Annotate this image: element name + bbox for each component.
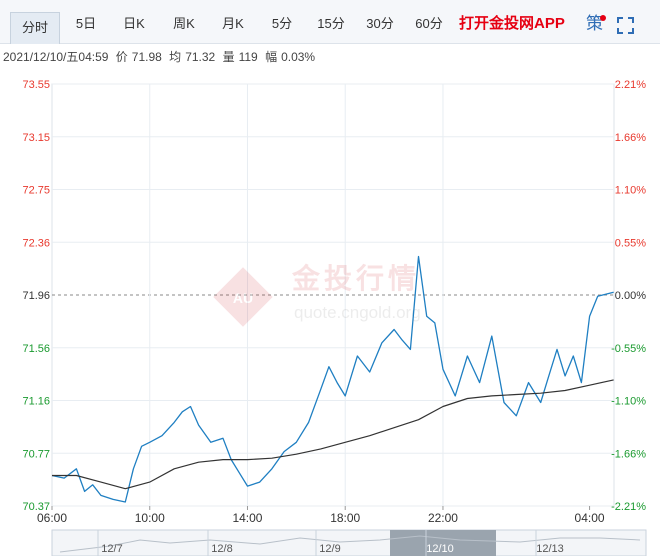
watermark-logo-text: AU <box>233 290 253 306</box>
y-tick-label: 73.15 <box>22 132 50 144</box>
quote-datetime: 2021/12/10/五04:59 <box>3 50 109 64</box>
x-tick-label: 18:00 <box>330 511 360 525</box>
price-series-line <box>51 255 614 503</box>
strategy-button[interactable]: 策 <box>586 14 603 33</box>
period-tab-bar: 分时 5日 日K 周K 月K 5分 15分 30分 60分 打开金投网APP 策 <box>0 0 660 44</box>
x-tick-label: 14:00 <box>232 511 262 525</box>
tab-daily-k[interactable]: 日K <box>123 16 145 31</box>
navigator-date-label: 12/10 <box>426 543 454 555</box>
change-value: 0.03% <box>281 50 316 64</box>
x-tick-label: 22:00 <box>428 511 458 525</box>
quote-info-bar: 2021/12/10/五04:59 价 71.98 均 71.32 量 119 幅 0.… <box>0 46 660 68</box>
y-tick-label: 71.56 <box>22 343 50 355</box>
y-percent-tick-label: 2.21% <box>615 79 646 91</box>
y-tick-label: 72.36 <box>22 237 50 249</box>
fullscreen-icon[interactable] <box>617 17 634 34</box>
y-tick-label: 73.55 <box>22 79 50 91</box>
price-value: 71.98 <box>131 50 162 64</box>
watermark-name: 金投行情 <box>291 262 420 295</box>
tab-60-min[interactable]: 60分 <box>415 16 443 31</box>
navigator-preview-line <box>59 535 641 553</box>
y-percent-tick-label: 0.55% <box>615 237 646 249</box>
x-tick-label: 10:00 <box>135 511 165 525</box>
navigator-date-label: 12/9 <box>319 543 340 555</box>
volume-value: 119 <box>238 50 258 64</box>
price-label: 价 <box>115 50 128 64</box>
time-navigator <box>51 529 647 556</box>
intraday-chart[interactable]: 73.55 2.21% 73.15 1.66% 72.75 1.10% 72.36 0.55%… <box>0 70 660 556</box>
y-percent-tick-label: -0.55% <box>611 343 646 355</box>
average-value: 71.32 <box>185 50 216 64</box>
y-percent-tick-label: -1.66% <box>611 448 646 460</box>
change-label: 幅 <box>265 50 278 64</box>
y-percent-tick-label: 0.00% <box>615 290 646 302</box>
y-percent-tick-label: -2.21% <box>611 501 646 513</box>
tab-weekly-k[interactable]: 周K <box>173 16 195 31</box>
watermark: AU 金投行情 quote.cngold.org <box>213 262 421 327</box>
y-tick-label: 70.77 <box>22 448 50 460</box>
navigator-date-label: 12/13 <box>536 543 564 555</box>
open-app-link[interactable]: 打开金投网APP <box>459 15 565 32</box>
notification-dot <box>600 15 606 21</box>
navigator-selected-window <box>390 530 496 556</box>
y-tick-label: 72.75 <box>22 185 50 197</box>
volume-label: 量 <box>222 50 235 64</box>
navigator-date-label: 12/7 <box>101 543 122 555</box>
watermark-logo-icon <box>213 267 273 327</box>
tab-5-min[interactable]: 5分 <box>271 16 293 31</box>
y-percent-tick-label: -1.10% <box>611 396 646 408</box>
tab-intraday[interactable]: 分时 <box>10 12 60 44</box>
tab-15-min[interactable]: 15分 <box>317 16 345 31</box>
tab-5-day[interactable]: 5日 <box>75 16 97 31</box>
x-tick-label: 06:00 <box>37 511 67 525</box>
tab-30-min[interactable]: 30分 <box>366 16 394 31</box>
average-label: 均 <box>169 50 182 64</box>
y-tick-label: 70.37 <box>22 501 50 513</box>
average-series-line <box>52 379 614 490</box>
y-percent-tick-label: 1.66% <box>615 132 646 144</box>
y-tick-label: 71.96 <box>22 290 50 302</box>
y-percent-tick-label: 1.10% <box>615 185 646 197</box>
navigator-date-label: 12/8 <box>211 543 232 555</box>
y-tick-label: 71.16 <box>22 396 50 408</box>
tab-monthly-k[interactable]: 月K <box>222 16 244 31</box>
x-tick-label: 04:00 <box>575 511 605 525</box>
watermark-url: quote.cngold.org <box>294 303 421 322</box>
